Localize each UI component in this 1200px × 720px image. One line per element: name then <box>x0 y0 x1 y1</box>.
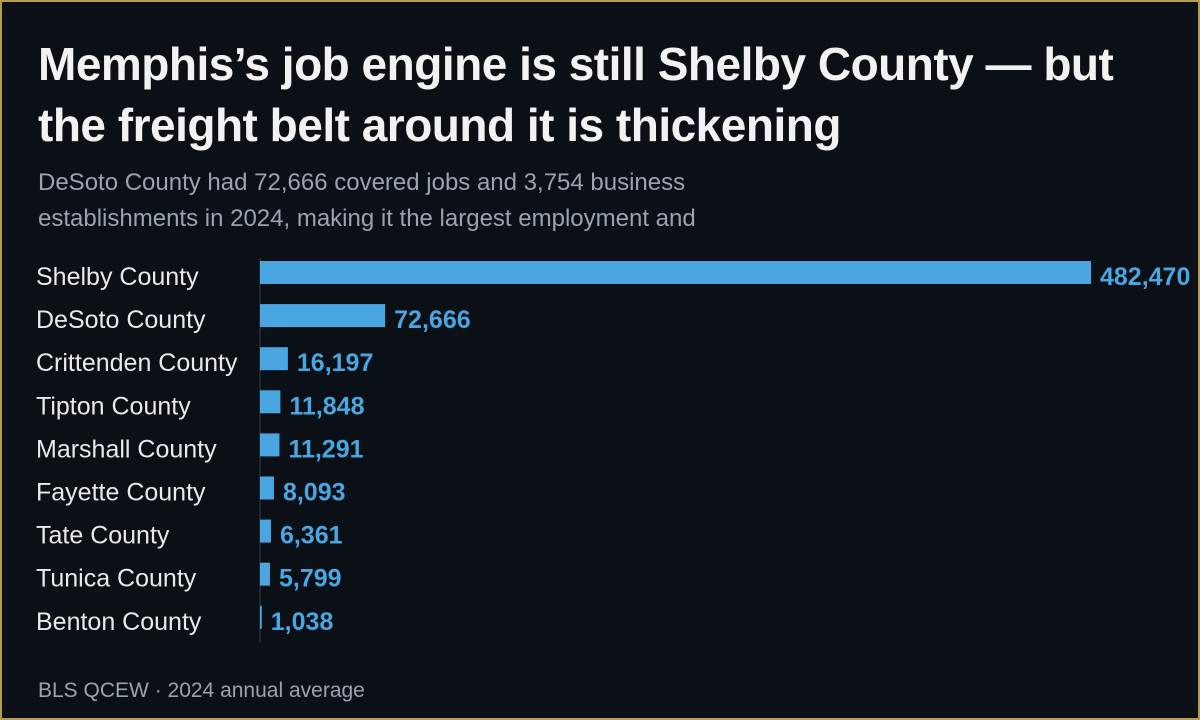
chart-title: Memphis’s job engine is still Shelby Cou… <box>38 38 1114 151</box>
category-label: Marshall County <box>36 435 217 463</box>
bar <box>260 476 274 500</box>
bar <box>260 347 288 371</box>
category-label: Benton County <box>36 608 202 636</box>
category-label: Tipton County <box>36 392 191 420</box>
value-label: 5,799 <box>279 565 342 593</box>
category-label: Tate County <box>36 522 170 550</box>
category-label: Crittenden County <box>36 349 238 377</box>
value-label: 11,848 <box>289 392 364 420</box>
bar <box>260 562 270 586</box>
value-label: 8,093 <box>283 479 346 507</box>
value-label: 16,197 <box>297 349 373 377</box>
category-label: DeSoto County <box>36 306 206 334</box>
bar <box>260 519 271 543</box>
value-label: 1,038 <box>271 608 334 636</box>
value-label: 11,291 <box>288 435 363 463</box>
value-label: 6,361 <box>280 522 343 550</box>
bar <box>260 433 280 457</box>
category-label: Shelby County <box>36 263 199 291</box>
bar <box>260 261 1091 284</box>
source-note: BLS QCEW · 2024 annual average <box>38 679 365 702</box>
category-label: Tunica County <box>36 565 197 593</box>
value-label: 482,470 <box>1100 263 1190 291</box>
category-label: Fayette County <box>36 479 206 507</box>
bar <box>260 390 281 414</box>
chart-subtitle: DeSoto County had 72,666 covered jobs an… <box>38 169 696 232</box>
value-label: 72,666 <box>394 306 470 334</box>
bar <box>260 605 262 629</box>
bar <box>260 304 386 328</box>
